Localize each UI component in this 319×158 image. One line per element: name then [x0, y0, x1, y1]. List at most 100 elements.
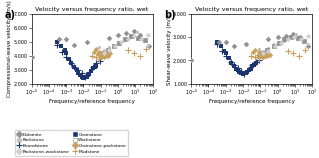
Point [228, 60, 234, 63]
Point [139, 38, 144, 40]
Point [303, 49, 308, 51]
Point [90, 67, 95, 70]
Point [94, 61, 99, 64]
Point [86, 71, 91, 73]
Point [64, 52, 69, 54]
Point [235, 69, 240, 72]
Point [293, 32, 299, 35]
Point [129, 35, 134, 37]
Point [57, 38, 62, 40]
Point [81, 77, 86, 79]
Point [72, 66, 77, 68]
Point [98, 55, 103, 57]
Point [64, 38, 69, 40]
Point [245, 70, 250, 73]
Point [74, 69, 79, 71]
Point [286, 38, 291, 41]
Point [97, 57, 102, 60]
Point [291, 52, 296, 55]
Point [60, 50, 65, 53]
Point [137, 55, 142, 57]
Point [55, 43, 60, 46]
Point [85, 74, 91, 77]
Point [108, 52, 113, 54]
Point [89, 55, 94, 57]
Point [218, 45, 223, 48]
Point [248, 67, 253, 70]
Point [140, 38, 145, 40]
Point [306, 45, 311, 48]
Point [259, 53, 264, 55]
Point [84, 76, 89, 78]
Point [103, 53, 108, 56]
Point [305, 43, 310, 45]
Point [256, 48, 261, 50]
Text: a): a) [5, 10, 16, 20]
Point [214, 43, 219, 45]
X-axis label: Frequency/reference frequency: Frequency/reference frequency [49, 99, 135, 104]
Point [228, 61, 234, 64]
Point [92, 66, 97, 68]
Point [107, 36, 112, 39]
Point [278, 42, 283, 44]
Point [256, 51, 261, 54]
Point [118, 40, 123, 43]
Point [261, 56, 266, 58]
Point [282, 39, 287, 42]
Point [76, 69, 81, 72]
Point [266, 38, 271, 41]
Point [126, 49, 131, 51]
Point [112, 43, 117, 46]
Point [226, 57, 231, 59]
Point [106, 52, 111, 54]
Point [105, 55, 110, 57]
Point [297, 55, 302, 57]
Point [223, 40, 228, 43]
Point [100, 52, 105, 54]
Point [90, 66, 95, 68]
Point [235, 67, 240, 69]
Point [101, 56, 106, 58]
Point [253, 62, 258, 65]
Point [219, 50, 225, 52]
Legend: Dolomite, Packstone, Boundstone, Packstone-wackstone, Grainstone, Wackstone, Gra: Dolomite, Packstone, Boundstone, Packsto… [15, 130, 129, 156]
Point [234, 67, 239, 70]
Point [262, 54, 267, 57]
Point [271, 43, 276, 45]
Point [223, 52, 228, 55]
Point [145, 33, 151, 36]
Point [64, 56, 69, 58]
Point [134, 31, 139, 33]
Point [239, 72, 244, 74]
Point [259, 55, 264, 57]
Point [97, 50, 102, 53]
Point [242, 72, 247, 75]
Point [246, 69, 251, 71]
Point [112, 45, 117, 47]
Point [143, 48, 148, 50]
Point [101, 49, 106, 51]
Point [261, 52, 266, 55]
Point [275, 36, 280, 38]
Point [113, 45, 118, 47]
Point [241, 73, 246, 75]
Point [58, 45, 63, 47]
Point [252, 63, 257, 66]
Point [295, 37, 300, 40]
Point [231, 64, 236, 66]
Point [242, 72, 247, 75]
Point [131, 52, 136, 54]
Point [291, 32, 296, 35]
Point [256, 57, 261, 59]
Point [105, 49, 110, 51]
Point [253, 49, 258, 51]
Point [55, 40, 60, 43]
Point [122, 39, 127, 42]
Point [250, 64, 255, 66]
Point [267, 53, 272, 56]
Point [93, 56, 98, 58]
Point [124, 32, 129, 35]
Point [142, 39, 147, 42]
Point [103, 53, 108, 56]
Point [117, 40, 122, 43]
